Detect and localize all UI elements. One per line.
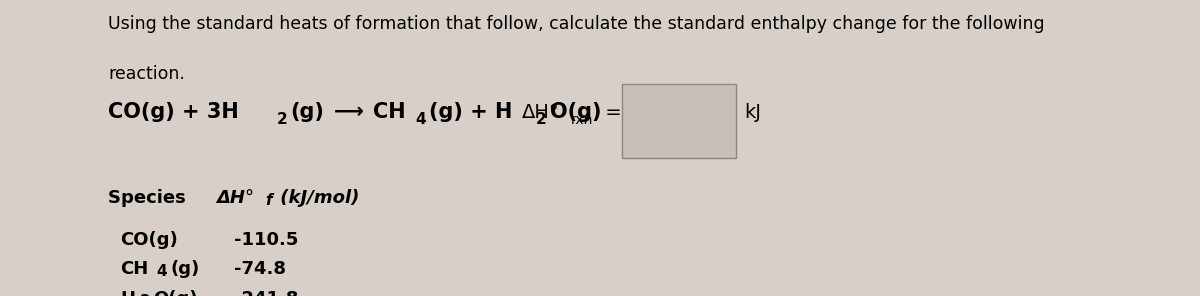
- Text: CO(g) + 3H: CO(g) + 3H: [108, 102, 239, 123]
- FancyBboxPatch shape: [622, 84, 736, 158]
- Text: 4: 4: [415, 112, 426, 127]
- Text: O(g): O(g): [550, 102, 601, 123]
- Text: ΔH°: ΔH°: [216, 189, 254, 207]
- Text: rxn: rxn: [570, 112, 593, 127]
- Text: (kJ/mol): (kJ/mol): [274, 189, 359, 207]
- Text: 2: 2: [536, 112, 547, 127]
- Text: 2: 2: [139, 294, 150, 296]
- Text: =: =: [600, 103, 622, 123]
- Text: -74.8: -74.8: [234, 260, 286, 279]
- Text: ΔH°: ΔH°: [522, 103, 559, 123]
- Text: CH: CH: [373, 102, 406, 123]
- Text: f: f: [265, 193, 272, 208]
- Text: Species: Species: [108, 189, 192, 207]
- Text: (g): (g): [290, 102, 324, 123]
- Text: reaction.: reaction.: [108, 65, 185, 83]
- Text: 2: 2: [277, 112, 288, 127]
- Text: -241.8: -241.8: [234, 290, 299, 296]
- Text: (g): (g): [170, 260, 199, 279]
- Text: ⟶: ⟶: [335, 102, 364, 123]
- Text: kJ: kJ: [744, 103, 761, 123]
- Text: (g) + H: (g) + H: [428, 102, 512, 123]
- Text: Using the standard heats of formation that follow, calculate the standard enthal: Using the standard heats of formation th…: [108, 15, 1045, 33]
- Text: -110.5: -110.5: [234, 231, 299, 249]
- Text: 4: 4: [156, 264, 167, 279]
- Text: CO(g): CO(g): [120, 231, 178, 249]
- Text: O(g): O(g): [154, 290, 198, 296]
- Text: CH: CH: [120, 260, 149, 279]
- Text: H: H: [120, 290, 134, 296]
